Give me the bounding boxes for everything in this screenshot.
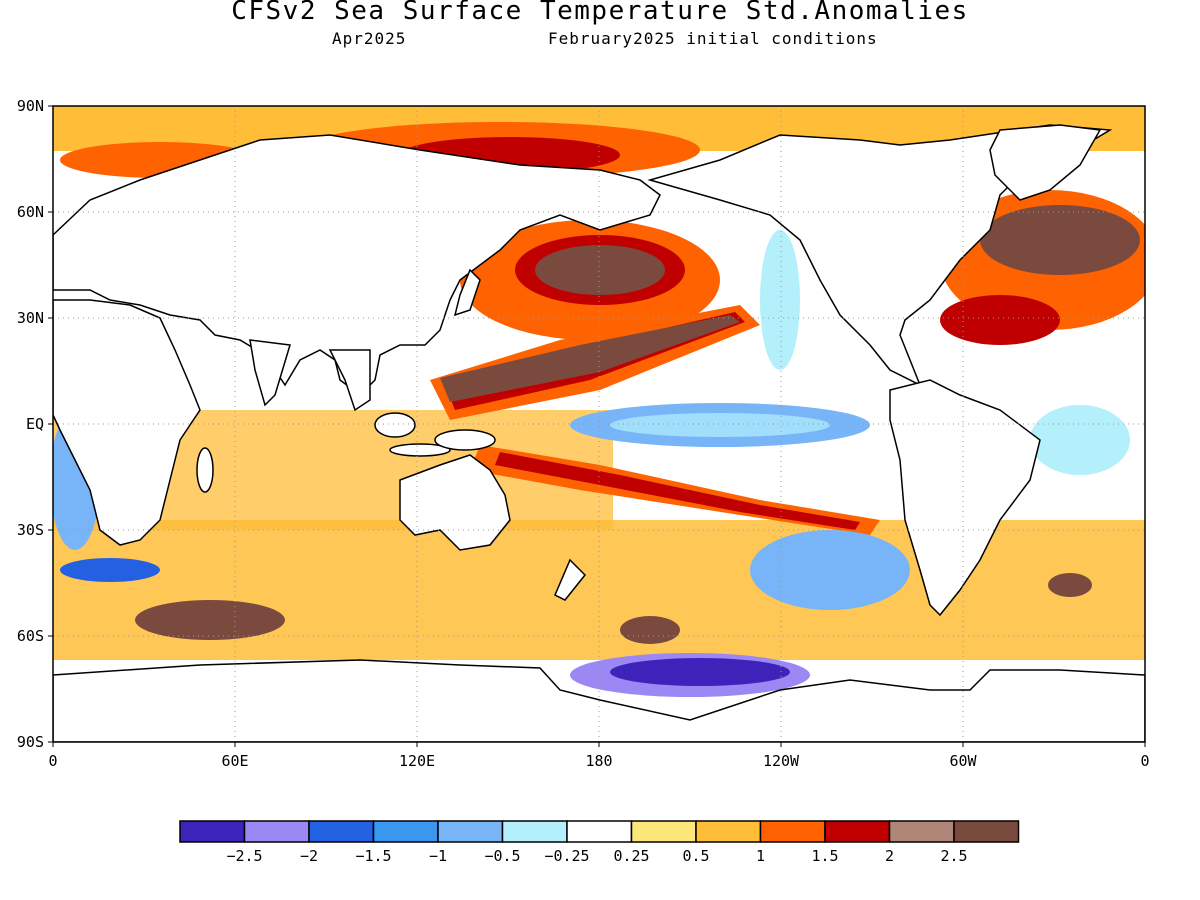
legend-swatch <box>824 820 891 843</box>
legend-label: −0.25 <box>544 847 589 865</box>
borneo <box>374 412 416 438</box>
legend-label: −2 <box>300 847 318 865</box>
gridlines <box>53 106 1145 742</box>
legend-swatch <box>308 820 375 843</box>
new-zealand <box>554 558 587 601</box>
southeast-asia <box>328 349 371 412</box>
legend-label: −1 <box>429 847 447 865</box>
longitude-labels: 0 60E 120E 180 120W 60W 0 <box>48 752 1149 770</box>
lon-label: 60W <box>949 752 977 770</box>
legend-swatch <box>759 820 826 843</box>
south-pacific-band-core <box>495 452 860 530</box>
legend-label: −2.5 <box>226 847 262 865</box>
legend-swatch <box>630 820 697 843</box>
legend-swatch <box>243 820 310 843</box>
south-atlantic-extreme <box>1048 573 1092 597</box>
south-america <box>889 379 1041 617</box>
legend-swatch <box>566 820 633 843</box>
africa <box>53 299 201 546</box>
legend-swatch <box>695 820 762 843</box>
japan <box>453 268 481 317</box>
north-atlantic-strong <box>940 295 1060 345</box>
legend-swatch <box>372 820 439 843</box>
south-indian-extreme <box>135 600 285 640</box>
legend-label: 0.5 <box>682 847 709 865</box>
legend-swatch <box>437 820 504 843</box>
anomaly-fields <box>53 106 1145 697</box>
legend-swatch <box>501 820 568 843</box>
ross-sea-strong-cool <box>610 658 790 686</box>
lon-label: 120E <box>399 752 435 770</box>
north-atlantic-extreme <box>980 205 1140 275</box>
axis-ticks <box>48 105 1146 747</box>
legend-label: 2 <box>885 847 894 865</box>
legend-label: 1.5 <box>811 847 838 865</box>
lon-label: 60E <box>221 752 248 770</box>
lon-label: 120W <box>763 752 800 770</box>
south-pacific-extreme <box>620 616 680 644</box>
lat-label: EQ <box>26 415 44 433</box>
legend-label: 1 <box>756 847 765 865</box>
lat-label: 30N <box>17 309 44 327</box>
chart-title: CFSv2 Sea Surface Temperature Std.Anomal… <box>231 0 969 26</box>
australia <box>399 454 511 551</box>
init-conditions: February2025 initial conditions <box>548 29 878 48</box>
greenland <box>989 124 1102 201</box>
valid-month: Apr2025 <box>332 29 407 48</box>
legend-swatch <box>953 820 1020 843</box>
lat-label: 60N <box>17 203 44 221</box>
madagascar <box>196 447 214 493</box>
subtropical-band-core <box>440 315 740 402</box>
map-panel <box>53 106 1145 742</box>
north-pacific-extreme <box>535 245 665 295</box>
north-america <box>647 124 1113 387</box>
lat-label: 30S <box>17 521 44 539</box>
legend-swatch <box>179 820 246 843</box>
latitude-labels: 90N 60N 30N EQ 30S 60S 90S <box>17 97 44 751</box>
lon-label: 180 <box>585 752 612 770</box>
tropical-atlantic-cool <box>1030 405 1130 475</box>
legend-swatch <box>888 820 955 843</box>
eurasia <box>53 134 661 396</box>
lat-label: 90N <box>17 97 44 115</box>
lon-label: 0 <box>48 752 57 770</box>
lon-label: 0 <box>1140 752 1149 770</box>
lat-label: 90S <box>17 733 44 751</box>
south-atlantic-cool <box>60 558 160 582</box>
equatorial-cool-core <box>610 413 830 437</box>
india <box>249 339 291 407</box>
color-legend: −2.5 −2 −1.5 −1 −0.5 −0.25 0.25 0.5 1 1.5 2 2.5 <box>179 820 1020 865</box>
java <box>389 443 451 457</box>
new-guinea <box>434 429 496 451</box>
legend-label: −1.5 <box>355 847 391 865</box>
california-current-cool <box>760 230 800 370</box>
legend-label: 0.25 <box>613 847 649 865</box>
legend-label: −0.5 <box>484 847 520 865</box>
se-pacific-cool <box>750 530 910 610</box>
lat-label: 60S <box>17 627 44 645</box>
legend-label: 2.5 <box>940 847 967 865</box>
